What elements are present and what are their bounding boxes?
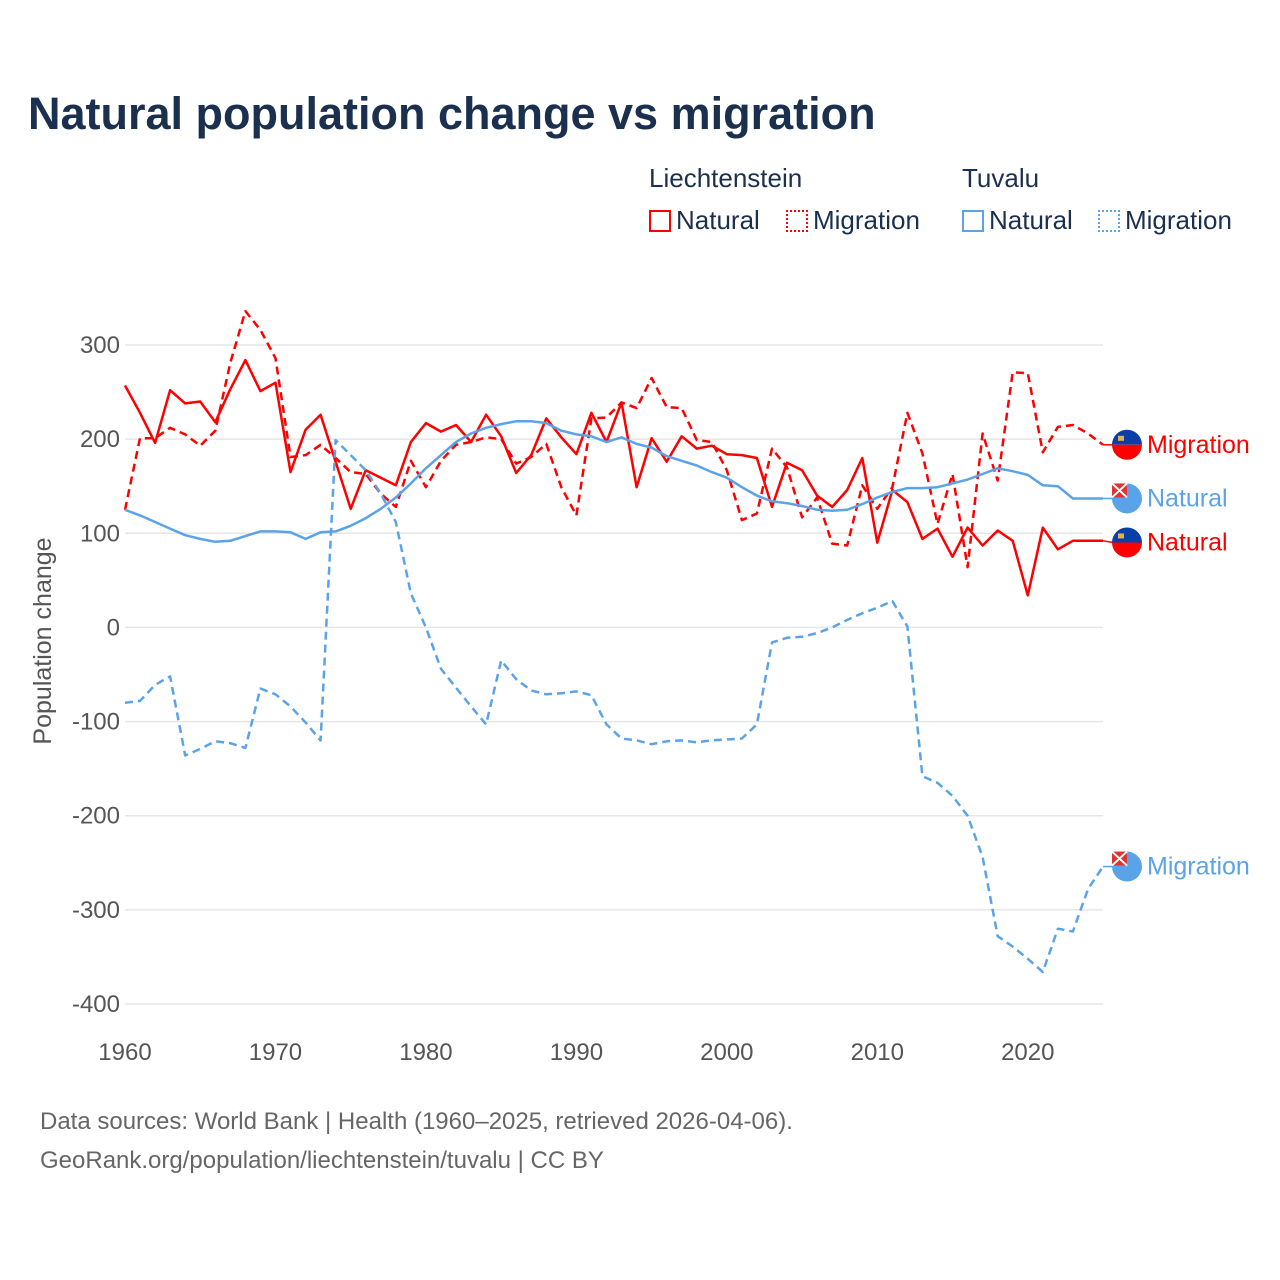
legend-swatch-solid — [962, 209, 984, 232]
source-line-2: GeoRank.org/population/liechtenstein/tuv… — [40, 1147, 604, 1174]
flag-icon-liechtenstein — [1112, 429, 1142, 460]
series-line-liechtenstein-natural — [123, 358, 1103, 597]
legend-liechtenstein-migration[interactable]: Migration — [786, 205, 920, 236]
y-tick-label: -300 — [72, 897, 120, 924]
legend-label: Natural — [676, 205, 760, 235]
source-line-1: Data sources: World Bank | Health (1960–… — [40, 1108, 793, 1135]
x-tick-label: 1970 — [249, 1039, 302, 1066]
y-tick-label: -100 — [72, 709, 120, 736]
legend-label: Migration — [1125, 205, 1232, 235]
legend-label: Natural — [989, 205, 1073, 235]
chart-title: Natural population change vs migration — [28, 88, 876, 139]
y-tick-label: 0 — [107, 614, 120, 641]
end-label-liechtenstein-migration: Migration — [1147, 431, 1250, 459]
legend-group-tuvalu: Tuvalu — [962, 163, 1040, 193]
x-tick-label: 1980 — [399, 1039, 452, 1066]
legend-label: Migration — [813, 205, 920, 235]
x-tick-label: 2000 — [700, 1039, 753, 1066]
flag-icon-liechtenstein — [1112, 527, 1142, 558]
legend-swatch-dotted — [1098, 209, 1120, 232]
y-tick-label: 200 — [80, 426, 120, 453]
y-tick-label: 100 — [80, 520, 120, 547]
y-tick-label: 300 — [80, 332, 120, 359]
series-line-tuvalu-natural — [124, 420, 1103, 544]
end-label-liechtenstein-natural: Natural — [1147, 528, 1228, 556]
legend-swatch-dotted — [786, 209, 808, 232]
end-label-tuvalu-migration: Migration — [1147, 853, 1250, 881]
series-line-liechtenstein-migration — [123, 309, 1104, 569]
x-tick-label: 2010 — [851, 1039, 904, 1066]
series-line-tuvalu-migration — [124, 438, 1105, 974]
x-tick-label: 1990 — [550, 1039, 603, 1066]
x-tick-label: 1960 — [98, 1039, 151, 1066]
y-tick-label: -200 — [72, 803, 120, 830]
y-tick-label: -400 — [72, 991, 120, 1018]
end-label-connector — [1102, 540, 1114, 544]
legend-swatch-solid — [649, 209, 671, 232]
y-axis-label: Population change — [29, 537, 57, 744]
x-tick-label: 2020 — [1001, 1039, 1054, 1066]
legend-liechtenstein-natural[interactable]: Natural — [649, 205, 760, 236]
legend-group-liechtenstein: Liechtenstein — [649, 163, 803, 193]
legend-tuvalu-natural[interactable]: Natural — [962, 205, 1073, 236]
legend-tuvalu-migration[interactable]: Migration — [1098, 205, 1232, 236]
flag-icon-tuvalu — [1111, 482, 1142, 514]
flag-icon-tuvalu — [1111, 850, 1142, 882]
end-label-tuvalu-natural: Natural — [1147, 484, 1228, 512]
